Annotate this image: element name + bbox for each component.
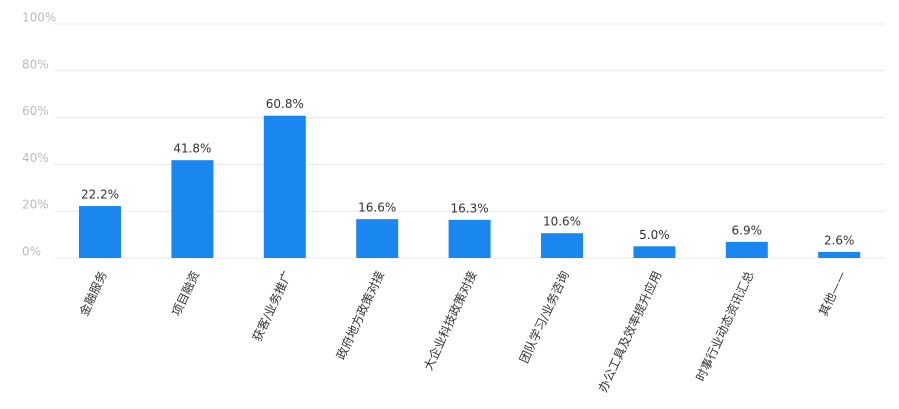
bar	[79, 206, 121, 258]
value-label: 60.8%	[266, 97, 304, 111]
bar	[448, 219, 491, 258]
y-tick-label: 0%	[22, 245, 41, 259]
value-label: 5.0%	[639, 228, 670, 242]
x-tick-label: 团队学习/业务咨询	[516, 268, 572, 365]
value-label: 10.6%	[543, 215, 581, 229]
x-tick-label: 其他——	[816, 269, 849, 318]
value-label: 16.6%	[358, 201, 396, 215]
bar	[171, 160, 214, 258]
x-tick-label: 获客/业务推广	[249, 268, 295, 343]
x-tick-label: 政府地方政策对接	[333, 268, 387, 361]
x-tick-label: 大企业科技政策对接	[420, 268, 479, 372]
y-tick-label: 80%	[22, 57, 49, 71]
bar	[818, 251, 861, 258]
value-label: 16.3%	[451, 201, 489, 215]
y-tick-label: 20%	[22, 198, 49, 212]
x-tick-label: 办公工具及效率提升应用	[595, 268, 664, 394]
x-tick-label: 金融服务	[76, 268, 110, 318]
value-label: 6.9%	[732, 223, 763, 237]
bar	[263, 115, 306, 258]
value-label: 41.8%	[173, 142, 211, 156]
bar	[541, 233, 583, 258]
x-tick-label: 时事行业动态资讯汇总	[693, 269, 756, 384]
value-label: 22.2%	[81, 188, 119, 202]
bar	[725, 241, 768, 258]
y-tick-label: 60%	[22, 104, 49, 118]
x-tick-label: 项目融资	[169, 269, 202, 318]
bar	[633, 246, 676, 258]
bar	[356, 219, 399, 258]
y-tick-label: 100%	[22, 11, 56, 25]
y-tick-label: 40%	[22, 151, 49, 165]
value-label: 2.6%	[824, 233, 855, 247]
